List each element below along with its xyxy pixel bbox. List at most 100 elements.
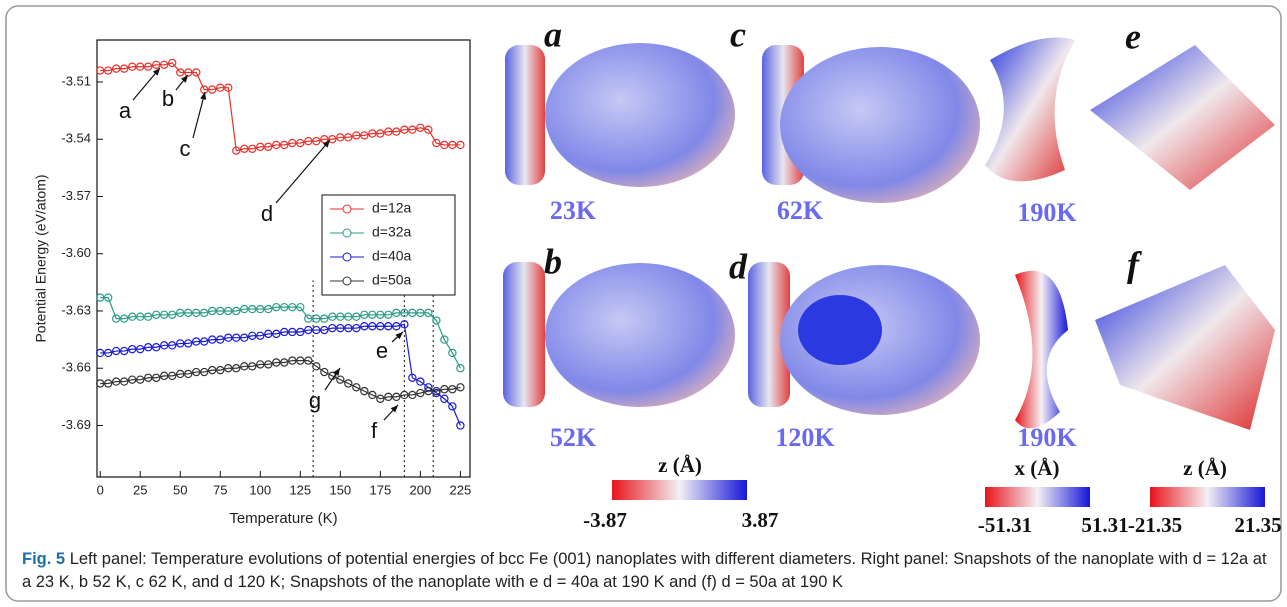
series-marker (112, 314, 121, 323)
series-marker (336, 375, 345, 384)
series-marker (392, 308, 401, 318)
series-marker (144, 312, 153, 321)
series-marker (96, 348, 105, 358)
series-marker (416, 123, 425, 132)
panel-label: c (730, 14, 746, 54)
series-marker (152, 343, 161, 352)
x-tick-label: 125 (289, 482, 311, 497)
series-marker (400, 320, 409, 329)
x-tick-label: 175 (370, 482, 392, 497)
series-line (100, 359, 461, 400)
series-marker (160, 341, 169, 350)
annotation-arrow (192, 91, 206, 139)
series-marker (360, 386, 369, 396)
annotation: a (119, 98, 132, 123)
shape-view (1095, 265, 1275, 430)
series-marker (400, 125, 409, 134)
series-marker (312, 136, 321, 146)
series-marker (384, 322, 393, 331)
series-marker (200, 308, 209, 318)
series-marker (104, 379, 113, 388)
series-marker (440, 140, 449, 150)
series-marker (264, 329, 273, 339)
series-marker (280, 327, 289, 337)
colorbar-max: 21.35 (1234, 513, 1281, 537)
series-marker (352, 131, 361, 140)
side-view (505, 45, 545, 185)
series-marker (368, 310, 377, 319)
series-marker (216, 335, 225, 344)
series-marker (192, 337, 201, 346)
series-marker (384, 392, 393, 402)
series-marker (416, 308, 425, 318)
legend-marker (342, 228, 352, 238)
series-marker (288, 138, 297, 148)
series-marker (368, 390, 377, 400)
series-marker (184, 308, 193, 318)
series-marker (128, 62, 137, 71)
caption: Fig. 5 Left panel: Temperature evolution… (22, 548, 1272, 594)
series-marker (192, 308, 201, 318)
series-marker (352, 383, 361, 392)
series-marker (376, 394, 385, 403)
colorbar-max: 51.31 (1081, 513, 1128, 537)
plate-view (545, 43, 735, 187)
series-marker (432, 316, 441, 325)
shape-view (1015, 270, 1068, 429)
series-marker (272, 358, 281, 367)
series-marker (384, 310, 393, 319)
series-marker (176, 308, 185, 318)
series-marker (264, 360, 273, 369)
y-tick-label: -3.60 (61, 245, 91, 260)
annotation: g (309, 388, 321, 413)
series-marker (128, 344, 137, 354)
arrow-head (333, 368, 340, 376)
series-marker (112, 346, 121, 356)
annotation: c (180, 136, 191, 161)
panel-temperature: 23K (550, 196, 597, 225)
series-marker (96, 379, 105, 388)
series-marker (136, 62, 145, 71)
series-marker (208, 335, 217, 344)
series-marker (336, 312, 345, 321)
x-tick-label: 150 (329, 482, 351, 497)
series-marker (344, 379, 353, 388)
plate-view (780, 47, 980, 203)
colorbar (612, 480, 747, 500)
series-marker (376, 310, 385, 319)
series-marker (232, 364, 241, 373)
series-marker (224, 364, 233, 373)
panel-label: e (1125, 16, 1141, 56)
legend-marker (342, 252, 352, 262)
series-marker (200, 367, 209, 377)
x-tick-label: 75 (213, 482, 227, 497)
plate-view (545, 263, 735, 407)
series-marker (304, 314, 313, 323)
series-marker (368, 322, 377, 331)
series-marker (104, 293, 113, 302)
series-marker (280, 358, 289, 367)
series-marker (256, 331, 265, 340)
colorbar-title: x (Å) (1015, 456, 1060, 480)
series-marker (312, 314, 321, 323)
series-marker (240, 362, 249, 371)
series-marker (216, 83, 225, 92)
panel-label: d (729, 246, 748, 286)
series-marker (312, 325, 321, 335)
series-marker (168, 58, 177, 68)
series-marker (352, 323, 361, 333)
series-marker (408, 390, 417, 400)
series-marker (272, 302, 281, 312)
series-marker (296, 356, 305, 365)
series-marker (360, 310, 369, 319)
series-marker (232, 333, 241, 342)
x-axis-title: Temperature (K) (229, 510, 337, 527)
series-marker (432, 386, 441, 396)
arrow-head (322, 140, 330, 148)
y-tick-label: -3.54 (61, 131, 91, 146)
series-marker (152, 60, 161, 70)
series-marker (304, 136, 313, 146)
annotation: e (376, 338, 388, 363)
annotation-arrow (275, 139, 331, 204)
series-marker (264, 142, 273, 152)
